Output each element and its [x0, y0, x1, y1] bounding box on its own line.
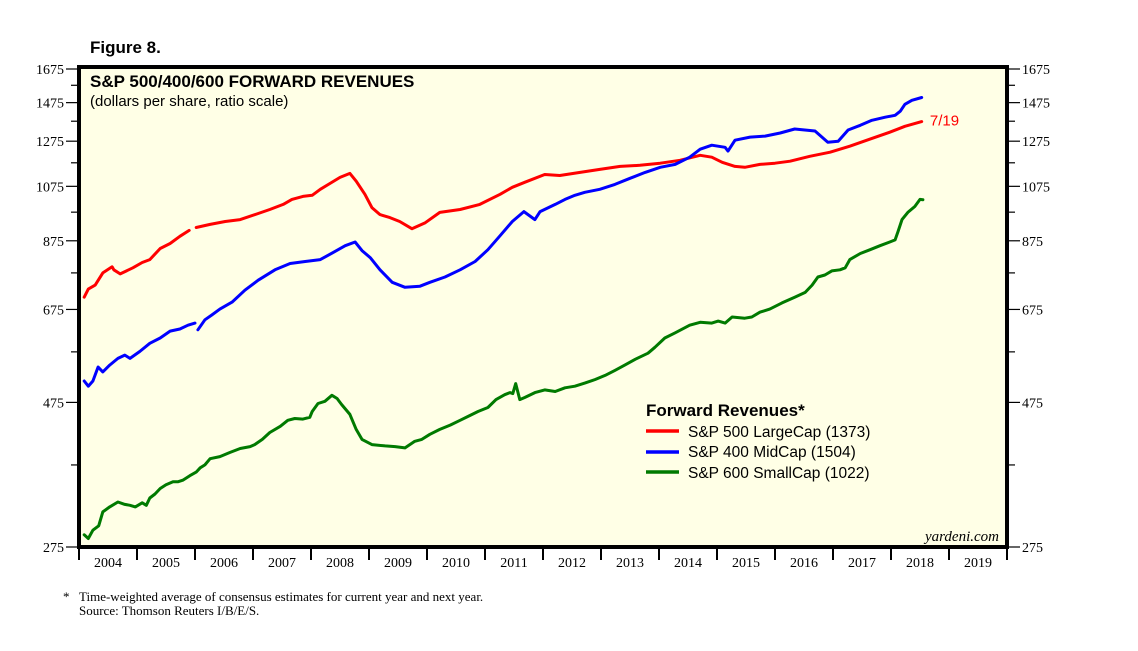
y-tick-label-left: 1675 [36, 63, 64, 78]
source-text: Source: Thomson Reuters I/B/E/S. [79, 603, 259, 618]
legend-title: Forward Revenues* [646, 401, 805, 420]
y-tick-label-left: 275 [43, 541, 64, 556]
y-tick-label-right: 1075 [1022, 180, 1050, 195]
series-line-sp500-seg2 [194, 120, 924, 231]
legend-label-sp600: S&P 600 SmallCap (1022) [688, 465, 870, 482]
footnote-marker: * [63, 589, 70, 604]
y-tick-label-right: 1475 [1022, 97, 1050, 112]
watermark: yardeni.com [923, 529, 999, 545]
series-line-sp600 [82, 197, 925, 540]
legend: Forward Revenues* S&P 500 LargeCap (1373… [646, 401, 870, 482]
x-tick-label: 2014 [674, 556, 702, 571]
x-tick-label: 2018 [906, 556, 934, 571]
x-tick-label: 2016 [790, 556, 818, 571]
y-tick-label-left: 1475 [36, 97, 64, 112]
x-tick-label: 2009 [384, 556, 412, 571]
y-tick-label-right: 875 [1022, 235, 1043, 250]
x-tick-label: 2008 [326, 556, 354, 571]
x-axis: 2004 2005 2006 2007 2008 2009 2010 2011 2012 2013… [78, 549, 1008, 571]
x-tick-label: 2011 [500, 556, 527, 571]
x-tick-label: 2007 [268, 556, 296, 571]
y-tick-label-left: 1275 [36, 135, 64, 150]
x-tick-label: 2013 [616, 556, 644, 571]
y-tick-label-right: 675 [1022, 303, 1043, 318]
series-group [82, 96, 925, 540]
y-axis-left: 275 475 675 875 1075 1275 1475 1675 [36, 63, 77, 556]
y-tick-label-right: 1675 [1022, 63, 1050, 78]
y-tick-label-left: 875 [43, 235, 64, 250]
chart-title: S&P 500/400/600 FORWARD REVENUES [90, 72, 414, 91]
y-tick-label-left: 1075 [36, 180, 64, 195]
footnote-text: Time-weighted average of consensus estim… [79, 589, 483, 604]
y-axis-right: 275 475 675 875 1075 1275 1475 1675 [1009, 63, 1050, 556]
series-line-sp400-seg2 [196, 96, 924, 332]
x-tick-label: 2017 [848, 556, 876, 571]
x-tick-label: 2019 [964, 556, 992, 571]
series-line-sp400-seg1 [82, 321, 197, 388]
y-tick-label-left: 475 [43, 396, 64, 411]
y-tick-label-left: 675 [43, 303, 64, 318]
chart-subtitle: (dollars per share, ratio scale) [90, 93, 288, 110]
legend-label-sp500: S&P 500 LargeCap (1373) [688, 424, 870, 441]
x-tick-label: 2012 [558, 556, 586, 571]
y-tick-label-right: 275 [1022, 541, 1043, 556]
series-line-sp500-seg1 [82, 228, 191, 299]
date-annotation: 7/19 [930, 113, 959, 130]
plot-area [77, 65, 1009, 549]
x-tick-label: 2004 [94, 556, 122, 571]
figure-label: Figure 8. [90, 38, 161, 57]
legend-label-sp400: S&P 400 MidCap (1504) [688, 444, 856, 461]
y-tick-label-right: 1275 [1022, 135, 1050, 150]
x-tick-label: 2005 [152, 556, 180, 571]
y-tick-label-right: 475 [1022, 396, 1043, 411]
x-tick-label: 2006 [210, 556, 238, 571]
x-tick-label: 2010 [442, 556, 470, 571]
x-tick-label: 2015 [732, 556, 760, 571]
